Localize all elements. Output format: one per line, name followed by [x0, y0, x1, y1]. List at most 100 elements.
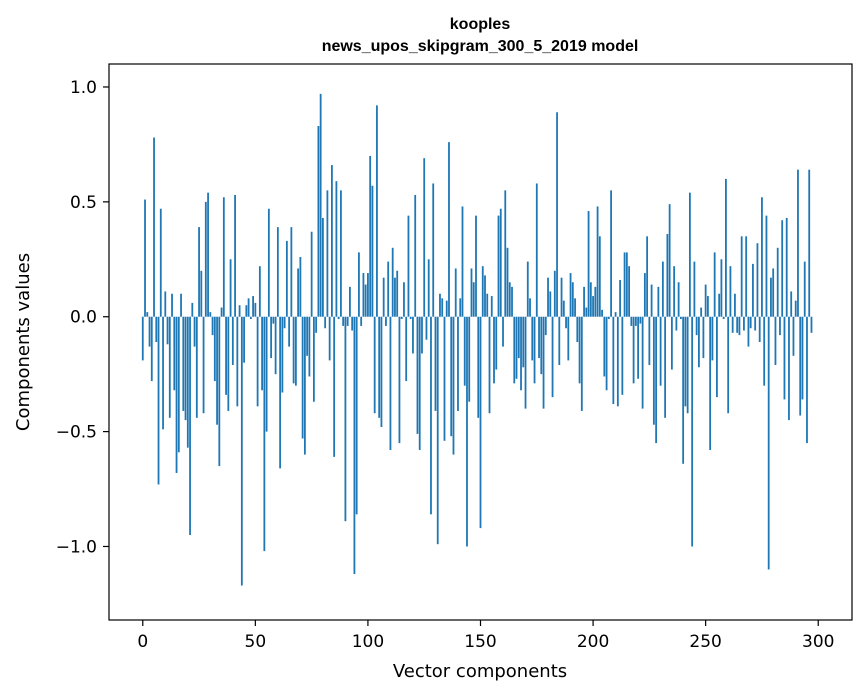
- bar-247: [698, 316, 700, 368]
- bar-128: [430, 316, 432, 515]
- bar-201: [594, 286, 597, 317]
- bar-99: [364, 284, 367, 317]
- bar-159: [499, 208, 502, 317]
- bar-133: [441, 298, 444, 317]
- bar-188: [565, 316, 567, 329]
- bar-181: [549, 291, 552, 317]
- bar-117: [405, 316, 408, 382]
- bar-170: [524, 316, 527, 409]
- bar-9: [162, 316, 164, 430]
- bar-43: [238, 305, 241, 317]
- bar-28: [204, 201, 207, 317]
- bar-149: [477, 316, 480, 418]
- bar-92: [349, 286, 351, 317]
- bar-292: [799, 316, 802, 416]
- bar-81: [324, 316, 327, 329]
- bar-103: [373, 316, 376, 414]
- bar-271: [752, 263, 754, 317]
- x-tick-label: 250: [689, 632, 721, 652]
- bar-52: [258, 266, 261, 317]
- bar-252: [709, 316, 712, 450]
- x-axis: 0 50 100 150 200 250 300: [137, 620, 834, 652]
- bar-238: [677, 282, 680, 317]
- bar-126: [425, 316, 428, 340]
- bar-242: [686, 316, 689, 414]
- bar-233: [666, 234, 669, 317]
- bar-38: [227, 316, 230, 411]
- bar-122: [416, 316, 419, 434]
- bar-145: [468, 316, 471, 402]
- bar-85: [333, 316, 336, 457]
- bar-29: [207, 192, 209, 317]
- bar-26: [200, 270, 203, 317]
- bar-269: [747, 316, 750, 347]
- chart-title: kooples: [450, 16, 511, 33]
- x-axis-label: Vector components: [393, 661, 567, 682]
- bar-53: [261, 316, 263, 391]
- bar-56: [267, 208, 270, 317]
- bar-244: [691, 316, 694, 547]
- bar-270: [749, 316, 752, 329]
- bar-213: [621, 316, 624, 395]
- bar-112: [394, 277, 396, 317]
- bar-255: [716, 316, 718, 398]
- bar-97: [360, 316, 363, 326]
- bar-165: [513, 316, 516, 384]
- x-tick-label: 200: [577, 632, 609, 652]
- bar-226: [650, 284, 653, 317]
- bar-83: [328, 316, 331, 361]
- bar-35: [220, 307, 223, 317]
- bar-260: [727, 316, 730, 414]
- bar-15: [175, 316, 178, 473]
- bar-225: [648, 316, 651, 365]
- bar-36: [222, 197, 225, 317]
- bar-18: [182, 316, 185, 411]
- bar-40: [231, 316, 234, 365]
- bar-150: [479, 316, 482, 529]
- bar-8: [159, 208, 162, 317]
- bar-276: [763, 316, 766, 386]
- bar-93: [351, 316, 354, 331]
- bar-215: [625, 252, 628, 317]
- bar-109: [387, 261, 390, 317]
- bar-212: [619, 279, 621, 317]
- bar-281: [774, 316, 777, 365]
- bar-273: [756, 243, 759, 317]
- bar-22: [191, 302, 194, 317]
- bar-296: [808, 169, 811, 317]
- bar-70: [299, 256, 302, 317]
- bar-236: [673, 266, 676, 317]
- bar-287: [788, 316, 790, 421]
- bar-14: [173, 316, 176, 391]
- y-tick-label: −0.5: [56, 423, 97, 443]
- bar-234: [668, 204, 671, 317]
- bar-131: [436, 316, 439, 545]
- bar-89: [342, 316, 345, 326]
- bar-288: [790, 291, 793, 317]
- bar-173: [531, 316, 534, 361]
- bar-151: [481, 266, 484, 317]
- bars-group: [141, 93, 813, 586]
- bar-44: [240, 316, 243, 586]
- bar-3: [148, 316, 151, 347]
- bar-266: [740, 236, 743, 317]
- bar-123: [418, 316, 421, 450]
- bar-164: [511, 286, 513, 317]
- bar-222: [641, 316, 644, 409]
- bar-63: [283, 316, 286, 329]
- bar-221: [639, 316, 642, 324]
- bar-47: [247, 298, 250, 317]
- bar-167: [517, 316, 520, 359]
- bar-268: [745, 236, 748, 317]
- bar-87: [337, 316, 340, 320]
- bar-160: [502, 316, 504, 347]
- bar-30: [209, 312, 212, 317]
- bar-176: [538, 316, 540, 359]
- bar-216: [628, 266, 630, 317]
- bar-135: [445, 300, 448, 317]
- bar-237: [675, 316, 678, 331]
- bar-140: [457, 316, 459, 411]
- bar-179: [544, 316, 547, 336]
- bar-280: [772, 268, 775, 317]
